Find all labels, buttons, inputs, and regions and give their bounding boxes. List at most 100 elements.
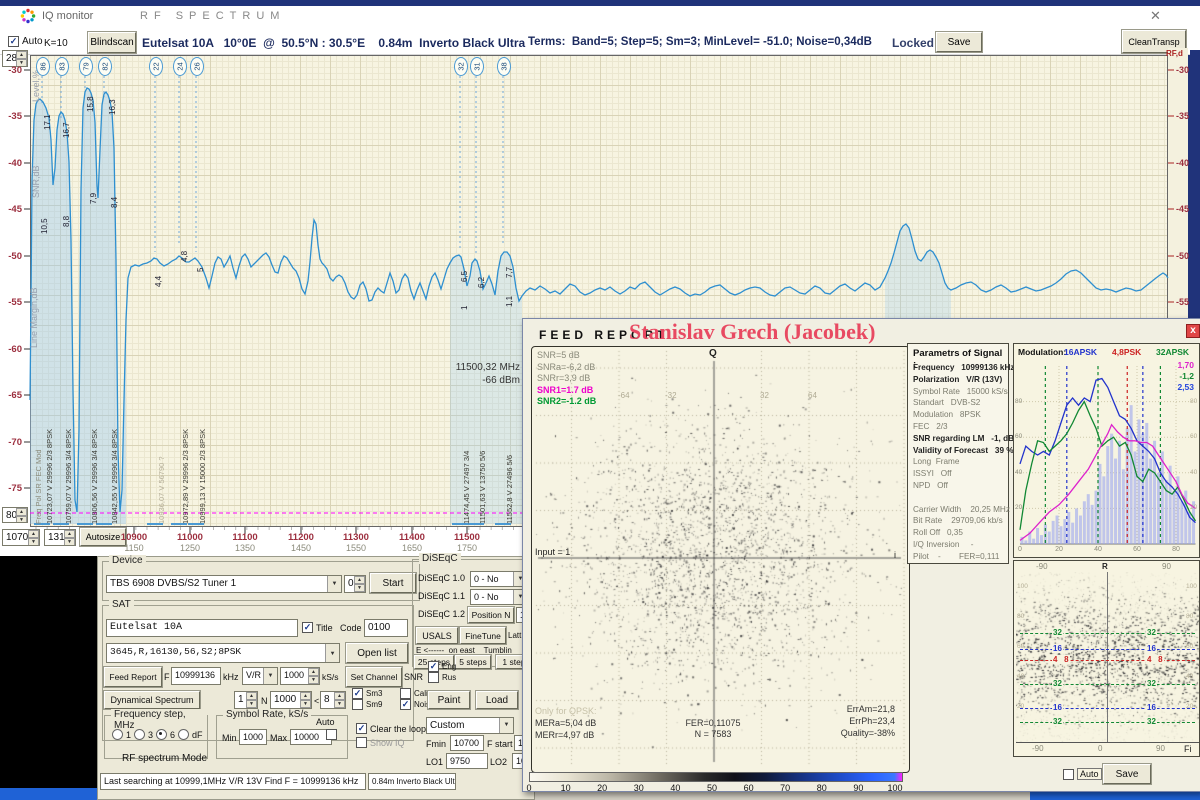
steps-button-1[interactable]: 5 steps xyxy=(454,654,492,670)
dyn-check-sm9[interactable]: Sm9 xyxy=(352,699,382,710)
y-axis-label: -75 xyxy=(8,483,22,494)
lang-check-eng[interactable]: ✓ Eng xyxy=(428,661,457,672)
device-index-spinner[interactable]: 0 ▲ ▼ xyxy=(344,575,366,593)
waterfall-line-label: 32 xyxy=(1052,717,1063,727)
transponder-combo[interactable]: 3645,R,16130,56,S2;8PSK ▼ xyxy=(106,643,340,663)
snr-label: SNR xyxy=(404,672,424,682)
x-axis-label: 11400 xyxy=(399,532,425,543)
device-index-spinner-arrows[interactable]: ▲ ▼ xyxy=(354,576,365,592)
open-list-button[interactable]: Open list xyxy=(345,642,409,664)
finetune-button[interactable]: FineTune xyxy=(459,626,507,645)
symbolrate-spinner-arrows[interactable]: ▲ ▼ xyxy=(308,668,319,684)
device-combo-dropdown-arrow[interactable]: ▼ xyxy=(327,576,341,592)
param-line-2: Symbol Rate 15000 kS/s xyxy=(913,386,1008,396)
diseqc-combo-0[interactable]: 0 - No ▼ xyxy=(470,571,528,587)
taskbar-left[interactable] xyxy=(0,788,97,800)
freq-step-radio-3[interactable]: 3 xyxy=(134,729,153,740)
custom-combo-dropdown-arrow[interactable]: ▼ xyxy=(499,718,513,733)
modulation-legend-2: 4,8PSK xyxy=(1112,347,1142,357)
diseqc12-label: DiSEqC 1.2 xyxy=(418,609,466,619)
start-button[interactable]: Start xyxy=(369,572,417,594)
level-top-spinner[interactable]: 28 ▲ ▼ xyxy=(2,50,28,67)
sat-name-field[interactable]: Eutelsat 10A xyxy=(106,619,298,637)
freq-step-radio-6[interactable]: 6 xyxy=(156,729,175,740)
polarization-combo-dropdown-arrow[interactable]: ▼ xyxy=(263,668,277,684)
fstart-label: F start xyxy=(487,739,513,749)
fmin-field[interactable]: 10700 xyxy=(450,735,484,751)
lt-label: < xyxy=(314,696,320,706)
modulation-y-tick-r: 40 xyxy=(1190,468,1198,476)
dyn-spin2[interactable]: 1000 ▲ ▼ xyxy=(270,691,312,709)
title-checkbox[interactable]: ✓ Title xyxy=(302,622,333,633)
code-field[interactable]: 0100 xyxy=(364,619,408,637)
waterfall-save-button[interactable]: Save xyxy=(1102,763,1152,785)
param-line-12: Carrier Width 20,25 MHz xyxy=(913,504,1010,514)
fmin-spinner[interactable]: 10700 ▲ ▼ xyxy=(2,529,40,546)
custom-combo[interactable]: Custom ▼ xyxy=(426,717,514,734)
usals-button[interactable]: USALS xyxy=(415,626,459,645)
freq-step-radio-dF[interactable]: dF xyxy=(178,729,203,740)
auto-sr-checkbox[interactable] xyxy=(326,729,340,740)
close-icon[interactable]: ✕ xyxy=(1150,8,1161,23)
paint-button[interactable]: Paint xyxy=(427,690,471,710)
dynamical-spectrum-button[interactable]: Dynamical Spectrum xyxy=(103,690,201,710)
autosize-button[interactable]: Autosize xyxy=(79,527,127,547)
span-spinner[interactable]: 1312 ▲ ▼ xyxy=(44,529,76,546)
dyn-spin2-arrows[interactable]: ▲ ▼ xyxy=(300,692,311,708)
save-button[interactable]: Save xyxy=(935,31,983,53)
dyn-check-calibr[interactable]: Calibr xyxy=(400,688,435,699)
clear-loop-checkbox[interactable]: ✓ Clear the loop xyxy=(356,723,427,734)
scale-label-50: 50 xyxy=(706,783,717,793)
modulation-x-tick: 0 xyxy=(1018,546,1022,553)
modulation-legend-0: Modulation: xyxy=(1018,347,1067,357)
lang-check-rus[interactable]: Rus xyxy=(428,672,456,683)
diseqc-row-label: DiSEqC 1.0 xyxy=(418,573,466,583)
transponder-combo-dropdown-arrow[interactable]: ▼ xyxy=(325,644,339,662)
lo1-field[interactable]: 9750 xyxy=(446,753,488,769)
console-window[interactable] xyxy=(0,556,97,788)
dyn-spin3-arrows[interactable]: ▲ ▼ xyxy=(334,692,345,708)
dish-field[interactable]: 0.84m Inverto Black Ultra xyxy=(368,773,456,790)
set-channel-button[interactable]: Set Channel xyxy=(345,666,403,688)
dyn-spin1-arrows[interactable]: ▲ ▼ xyxy=(246,692,257,708)
status-field[interactable]: Last searching at 10999,1MHz V/R 13V Fin… xyxy=(100,773,366,790)
auto-checkbox[interactable]: ✓ Auto xyxy=(8,36,43,47)
waterfall-side-label: 100 xyxy=(1017,583,1028,590)
feed-report-button[interactable]: Feed Report xyxy=(103,666,163,688)
dyn-check-noise[interactable]: ✓ Noise xyxy=(400,699,435,710)
feed-close-button[interactable]: x xyxy=(1186,324,1200,338)
peak-value-label: 8,8 xyxy=(62,215,71,227)
level-bottom-spinner[interactable]: 80 ▲ ▼ xyxy=(2,507,28,523)
min-field[interactable]: 1000 xyxy=(239,729,267,745)
max-field[interactable]: 10000 xyxy=(290,729,332,745)
load-button[interactable]: Load xyxy=(475,690,519,710)
scale-label-90: 90 xyxy=(853,783,864,793)
modulation-legend-3: 32APSK xyxy=(1156,347,1190,357)
blindscan-button[interactable]: Blindscan xyxy=(87,31,137,54)
transponder-label: 10759,07 V 29996 3/4 8PSK xyxy=(64,428,73,524)
show-iq-checkbox[interactable]: Show IQ xyxy=(356,737,405,748)
peak-value-label: 7,9 xyxy=(89,192,98,204)
device-combo[interactable]: TBS 6908 DVBS/S2 Tuner 1 ▼ xyxy=(106,575,342,593)
quality-scalebar xyxy=(529,772,903,782)
cleantransp-button[interactable]: CleanTransp xyxy=(1121,29,1187,54)
waterfall-auto-checkbox[interactable]: Auto xyxy=(1063,768,1102,780)
dyn-spin1[interactable]: 1 ▲ ▼ xyxy=(234,691,258,709)
symbolrate-spinner[interactable]: 1000 ▲ ▼ xyxy=(280,667,320,685)
dyn-check-sm3[interactable]: ✓ Sm3 xyxy=(352,688,383,699)
waterfall-panel: 32 32 16 16 4 8 4 8 32 32 16 16 32 32 -90 R 90 -90 0 90 Fi… xyxy=(1013,560,1200,757)
dyn-spin3[interactable]: 8 ▲ ▼ xyxy=(320,691,346,709)
waterfall-bottom-label: -90 xyxy=(1032,744,1044,753)
freq-step-radio-1[interactable]: 1 xyxy=(112,729,131,740)
frequency-field[interactable]: 10999136 xyxy=(171,667,221,685)
n-label: N xyxy=(261,696,268,706)
peak-value-label: 4,8 xyxy=(180,250,189,262)
transponder-bubble: 22 xyxy=(149,57,163,76)
transponder-bubble: 38 xyxy=(497,57,511,76)
diseqc-combo-1[interactable]: 0 - No ▼ xyxy=(470,589,528,605)
position-button[interactable]: Position N xyxy=(467,606,515,624)
y-axis-label: -55 xyxy=(8,297,22,308)
param-line-13: Bit Rate 29709,06 kb/s xyxy=(913,516,1003,526)
modulation-legend-1: 16APSK xyxy=(1064,347,1098,357)
polarization-combo[interactable]: V/R ▼ xyxy=(242,667,278,685)
